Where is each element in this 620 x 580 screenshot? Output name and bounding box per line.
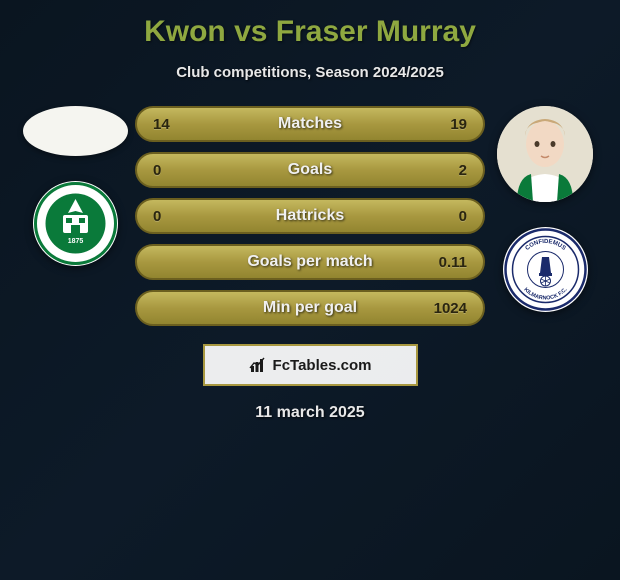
stat-label: Goals per match [247,253,372,271]
stat-row-goals-per-match: Goals per match 0.11 [135,244,485,280]
stat-right-value: 2 [459,162,467,179]
stats-column: 14 Matches 19 0 Goals 2 0 Hattricks 0 Go… [135,106,485,326]
stat-row-goals: 0 Goals 2 [135,152,485,188]
right-column: CONFIDEMUS KILMARNOCK F.C. [485,106,605,312]
stat-label: Goals [288,161,332,179]
chart-icon [249,356,267,374]
comparison-card: Kwon vs Fraser Murray Club competitions,… [0,0,620,432]
stat-left-value: 0 [153,162,161,179]
club-badge-hibernian: 1875 HIBERNIAN EDINBURGH [33,181,118,266]
stat-row-hattricks: 0 Hattricks 0 [135,198,485,234]
stat-label: Min per goal [263,299,357,317]
subtitle: Club competitions, Season 2024/2025 [176,64,444,81]
stat-right-value: 19 [450,116,467,133]
kilmarnock-crest-icon: CONFIDEMUS KILMARNOCK F.C. [503,227,588,312]
stat-label: Hattricks [276,207,344,225]
stat-right-value: 0 [459,208,467,225]
hibernian-crest-icon: 1875 HIBERNIAN EDINBURGH [33,181,118,266]
player-avatar-placeholder [23,106,128,156]
date-text: 11 march 2025 [255,404,364,422]
left-column: 1875 HIBERNIAN EDINBURGH [15,106,135,266]
branding-box: FcTables.com [203,344,418,386]
stat-right-value: 0.11 [439,254,467,271]
stat-left-value: 0 [153,208,161,225]
content-row: 1875 HIBERNIAN EDINBURGH 14 Matches 19 0… [0,106,620,326]
stat-label: Matches [278,115,342,133]
branding-text: FcTables.com [273,357,372,374]
player-avatar [497,106,593,202]
stat-row-min-per-goal: Min per goal 1024 [135,290,485,326]
club-badge-kilmarnock: CONFIDEMUS KILMARNOCK F.C. [503,227,588,312]
player-photo-icon [497,106,593,202]
page-title: Kwon vs Fraser Murray [144,15,476,49]
stat-right-value: 1024 [434,300,467,317]
stat-row-matches: 14 Matches 19 [135,106,485,142]
stat-left-value: 14 [153,116,170,133]
